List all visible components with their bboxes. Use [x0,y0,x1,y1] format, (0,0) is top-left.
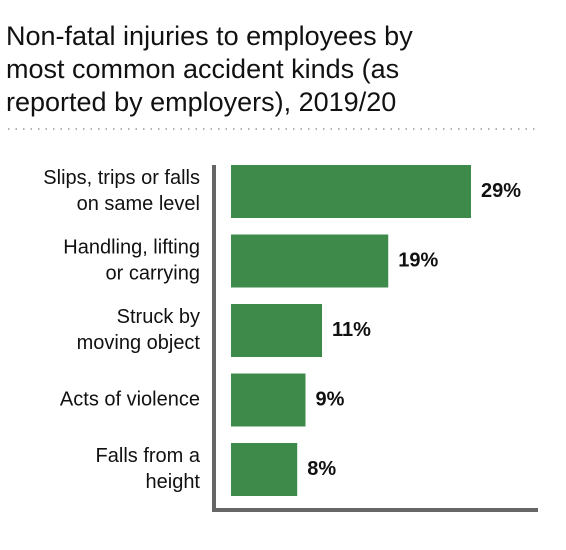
bar [231,373,306,427]
axis-frame [212,165,538,512]
category-label: on same level [77,193,200,215]
bar [231,234,389,288]
value-label: 9% [315,388,344,410]
category-label: or carrying [106,262,200,284]
bar [231,165,471,218]
category-label: Handling, lifting [63,236,200,258]
chart-title: Non-fatal injuries to employees by [6,21,413,51]
category-label: Struck by [117,306,200,328]
bar [231,443,298,496]
category-label: Falls from a [96,445,201,467]
category-label: Slips, trips or falls [43,167,200,189]
value-label: 11% [332,319,371,341]
bar [231,304,323,357]
value-label: 19% [398,249,438,271]
category-label: height [146,471,201,493]
category-label: moving object [77,332,201,354]
value-label: 8% [307,458,336,480]
category-label: Acts of violence [60,388,200,410]
value-label: 29% [481,180,521,202]
chart-title: reported by employers), 2019/20 [6,87,396,117]
chart-title: most common accident kinds (as [6,54,399,84]
